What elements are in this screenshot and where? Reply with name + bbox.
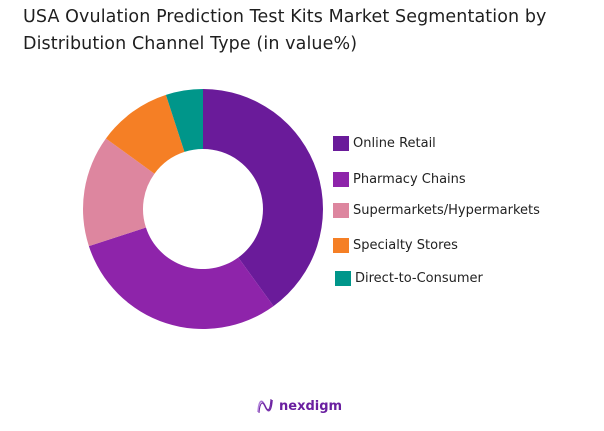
legend-label: Supermarkets/Hypermarkets (353, 203, 540, 218)
donut-slice-direct-to-consumer (165, 89, 203, 152)
legend-label: Online Retail (353, 136, 436, 151)
chart-title-line-1: USA Ovulation Prediction Test Kits Marke… (23, 7, 547, 27)
legend-item-pharmacy-chains: Pharmacy Chains (333, 172, 466, 187)
legend-label: Direct-to-Consumer (355, 271, 483, 286)
legend-swatch (333, 203, 349, 218)
donut-slice-supermarkets-hypermarkets (82, 138, 155, 247)
legend-label: Pharmacy Chains (353, 172, 466, 187)
legend-label: Specialty Stores (353, 238, 458, 253)
legend-item-specialty-stores: Specialty Stores (333, 238, 458, 253)
brand-logo: nexdigm (256, 397, 342, 415)
chart-title: USA Ovulation Prediction Test Kits Marke… (23, 4, 603, 58)
chart-title-line-2: Distribution Channel Type (in value%) (23, 34, 358, 54)
legend-item-supermarkets-hypermarkets: Supermarkets/Hypermarkets (333, 203, 540, 218)
nexdigm-wave-logo-icon (257, 398, 273, 414)
donut-slice-specialty-stores (105, 94, 185, 174)
legend-swatch (333, 172, 349, 187)
legend-swatch (335, 271, 351, 286)
legend-item-online-retail: Online Retail (333, 136, 436, 151)
donut-slice-pharmacy-chains (88, 227, 274, 329)
brand-name: nexdigm (279, 398, 343, 414)
donut-slice-online-retail (203, 89, 323, 307)
legend-item-direct-to-consumer: Direct-to-Consumer (335, 271, 483, 286)
legend-swatch (333, 136, 349, 151)
donut-slices (82, 89, 323, 329)
legend-swatch (333, 238, 349, 253)
